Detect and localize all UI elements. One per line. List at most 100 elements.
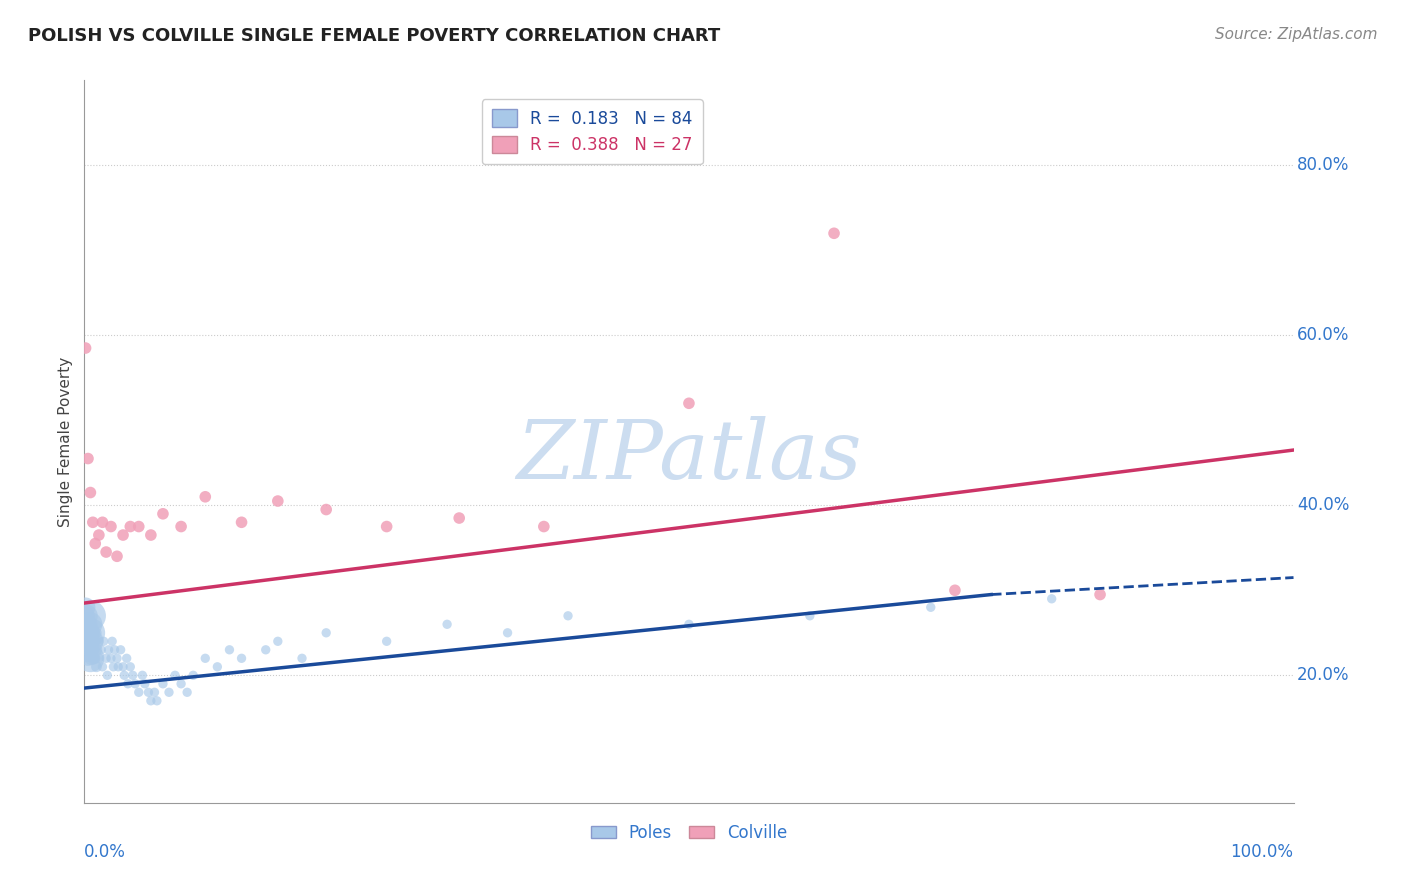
Point [139,694,162,708]
Point [77,617,100,632]
Point [76,634,98,648]
Point [104,642,127,657]
Point [79,651,101,665]
Point [231,651,253,665]
Point [120,519,142,533]
Point [117,677,139,691]
Point [110,642,132,657]
Point [83,642,105,657]
Text: 0.0%: 0.0% [84,843,127,861]
Point [77,634,100,648]
Text: 20.0%: 20.0% [1298,666,1350,684]
Point [105,549,128,564]
Point [120,660,142,674]
Point [254,642,277,657]
Point [77,625,100,640]
Point [97,642,120,657]
Point [75,341,97,355]
Point [79,617,101,632]
Point [152,507,174,521]
Point [79,608,101,623]
Point [75,634,97,648]
Point [96,668,118,682]
Point [375,634,398,648]
Point [82,625,104,640]
Point [128,685,150,699]
Point [90,642,112,657]
Point [83,651,105,665]
Point [121,668,143,682]
Point [107,660,129,674]
Point [86,642,108,657]
Point [84,536,107,550]
Point [84,651,107,665]
Point [77,451,100,466]
Point [93,634,115,648]
Text: 40.0%: 40.0% [1298,496,1350,515]
Point [80,625,103,640]
Text: ZIPatlas: ZIPatlas [516,416,862,496]
Point [194,490,217,504]
Legend: Poles, Colville: Poles, Colville [583,817,794,848]
Point [75,617,97,632]
Point [176,685,198,699]
Point [678,396,700,410]
Point [75,600,97,615]
Point [194,651,217,665]
Point [77,617,100,632]
Point [75,625,97,640]
Point [80,651,103,665]
Point [105,651,128,665]
Point [79,634,101,648]
Y-axis label: Single Female Poverty: Single Female Poverty [58,357,73,526]
Point [94,651,117,665]
Point [86,625,108,640]
Point [823,227,845,241]
Point [157,685,180,699]
Point [87,651,110,665]
Point [76,642,98,657]
Point [799,608,821,623]
Point [181,668,204,682]
Point [124,677,146,691]
Point [91,660,114,674]
Point [152,677,174,691]
Point [170,677,193,691]
Point [100,519,122,533]
Point [218,642,240,657]
Point [449,511,471,525]
Point [83,634,105,648]
Text: 60.0%: 60.0% [1298,326,1350,344]
Point [128,519,150,533]
Point [91,516,114,530]
Text: 100.0%: 100.0% [1230,843,1294,861]
Point [82,516,104,530]
Point [112,668,135,682]
Point [678,617,700,632]
Point [557,608,579,623]
Point [496,625,519,640]
Point [100,651,122,665]
Text: Source: ZipAtlas.com: Source: ZipAtlas.com [1215,27,1378,42]
Point [103,660,125,674]
Point [101,634,124,648]
Point [207,660,229,674]
Point [138,685,160,699]
Text: POLISH VS COLVILLE SINGLE FEMALE POVERTY CORRELATION CHART: POLISH VS COLVILLE SINGLE FEMALE POVERTY… [28,27,720,45]
Point [1088,588,1111,602]
Point [943,583,966,598]
Point [375,519,398,533]
Point [920,600,942,615]
Point [146,694,169,708]
Point [84,634,107,648]
Point [77,642,100,657]
Point [267,494,290,508]
Point [231,516,253,530]
Point [75,608,97,623]
Point [165,668,187,682]
Point [1040,591,1063,606]
Point [139,528,162,542]
Point [79,485,101,500]
Point [87,634,110,648]
Point [112,528,135,542]
